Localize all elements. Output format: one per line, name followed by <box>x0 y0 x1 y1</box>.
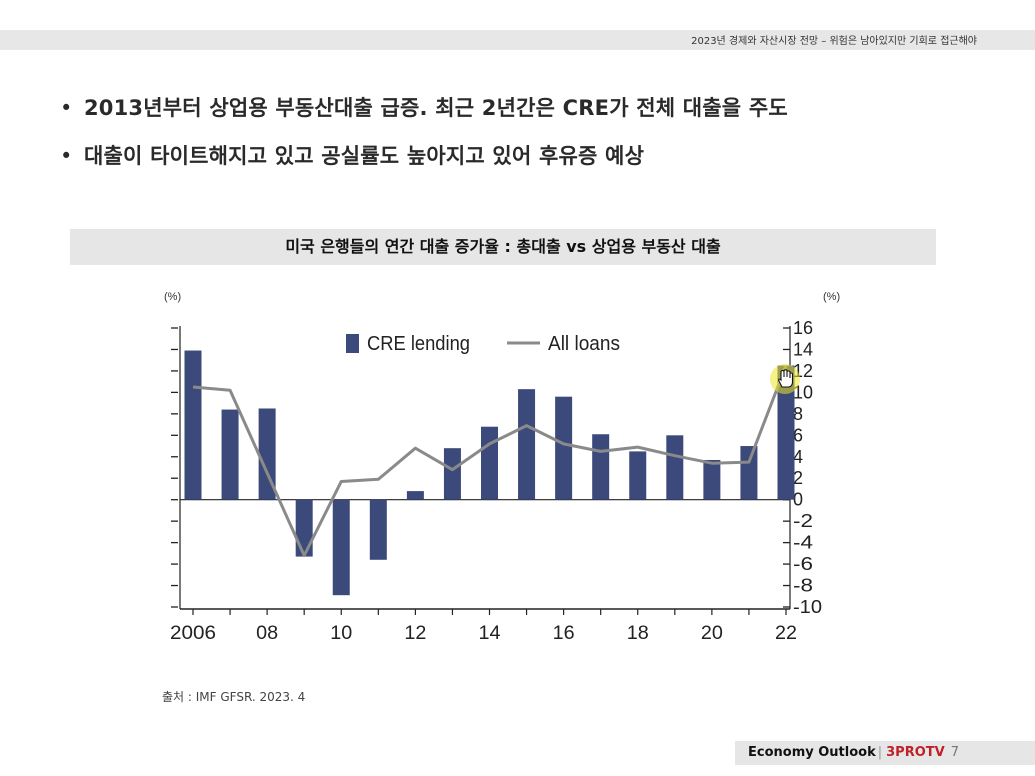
hand-cursor-icon <box>770 364 800 394</box>
y-tick-label: -4 <box>793 533 813 553</box>
bullet-text: 대출이 타이트해지고 있고 공실률도 높아지고 있어 후유증 예상 <box>84 144 645 168</box>
cre-lending-bar <box>666 435 684 500</box>
cre-lending-bar <box>518 389 536 500</box>
x-tick-label: 2006 <box>170 623 216 644</box>
y-tick-label: 8 <box>793 404 803 424</box>
bullet-dot-icon: • <box>60 96 73 120</box>
page-number: 7 <box>950 745 959 760</box>
footer-bar <box>735 741 1035 765</box>
x-tick-label: 16 <box>553 623 575 644</box>
cre-lending-bar <box>221 409 239 500</box>
cre-lending-bar <box>332 499 350 596</box>
footer-title: Economy Outlook <box>748 745 876 760</box>
y-tick-label: -6 <box>793 554 813 574</box>
y-tick-label: -2 <box>793 511 813 531</box>
footer-brand: 3PROTV <box>886 745 945 760</box>
cre-lending-bar <box>629 451 647 500</box>
y-tick-label: 0 <box>793 490 803 510</box>
cre-lending-bar <box>740 446 758 500</box>
x-tick-label: 18 <box>627 623 649 644</box>
cre-lending-bar <box>369 499 387 560</box>
cre-lending-bar <box>295 499 313 557</box>
y-tick-label: 6 <box>793 425 803 445</box>
cre-lending-bar <box>406 491 424 500</box>
x-tick-label: 12 <box>404 623 426 644</box>
legend-label-all-loans: All loans <box>548 333 620 355</box>
x-tick-label: 14 <box>479 623 501 644</box>
cre-lending-bar <box>258 408 276 500</box>
cre-lending-bar <box>555 396 573 500</box>
y-tick-label: 4 <box>793 447 803 467</box>
bullet-list: • 2013년부터 상업용 부동산대출 급증. 최근 2년간은 CRE가 전체 대… <box>60 92 788 188</box>
y-tick-label: -10 <box>793 597 822 617</box>
y-tick-label: 14 <box>793 339 813 359</box>
footer-separator: | <box>877 745 883 760</box>
all-loans-line <box>192 365 788 557</box>
cre-lending-bar <box>481 426 498 500</box>
x-tick-label: 22 <box>775 623 797 644</box>
header-bar <box>0 30 1035 50</box>
x-tick-label: 20 <box>701 623 723 644</box>
y-tick-label: 2 <box>793 468 803 488</box>
cre-lending-bar <box>592 434 610 500</box>
bullet-text: 2013년부터 상업용 부동산대출 급증. 최근 2년간은 CRE가 전체 대출… <box>84 96 788 120</box>
footer: Economy Outlook | 3PROTV 7 <box>748 745 959 760</box>
slide-header-title: 2023년 경제와 자산시장 전망 – 위험은 남아있지만 기회로 접근해야 <box>691 36 977 47</box>
source-note: 출처 : IMF GFSR. 2023. 4 <box>162 690 306 704</box>
bullet-dot-icon: • <box>60 144 73 168</box>
legend-swatch-cre-lending <box>346 334 359 353</box>
x-tick-label: 10 <box>330 623 352 644</box>
cre-lending-bar <box>703 459 721 500</box>
cre-lending-bar <box>777 365 795 500</box>
legend-label-cre-lending: CRE lending <box>367 333 470 355</box>
left-unit-label: (%) <box>164 291 181 303</box>
cre-lending-bar <box>184 350 202 500</box>
right-unit-label: (%) <box>823 291 840 303</box>
y-tick-label: 16 <box>793 318 813 338</box>
y-tick-label: 10 <box>793 382 813 402</box>
bullet-item: • 2013년부터 상업용 부동산대출 급증. 최근 2년간은 CRE가 전체 대… <box>60 92 788 122</box>
bullet-item: • 대출이 타이트해지고 있고 공실률도 높아지고 있어 후유증 예상 <box>60 140 788 170</box>
cre-lending-bar <box>443 448 461 500</box>
x-tick-label: 08 <box>256 623 278 644</box>
y-tick-label: -8 <box>793 576 813 596</box>
chart-title: 미국 은행들의 연간 대출 증가율 : 총대출 vs 상업용 부동산 대출 <box>285 237 721 256</box>
chart-title-bar <box>70 229 936 265</box>
